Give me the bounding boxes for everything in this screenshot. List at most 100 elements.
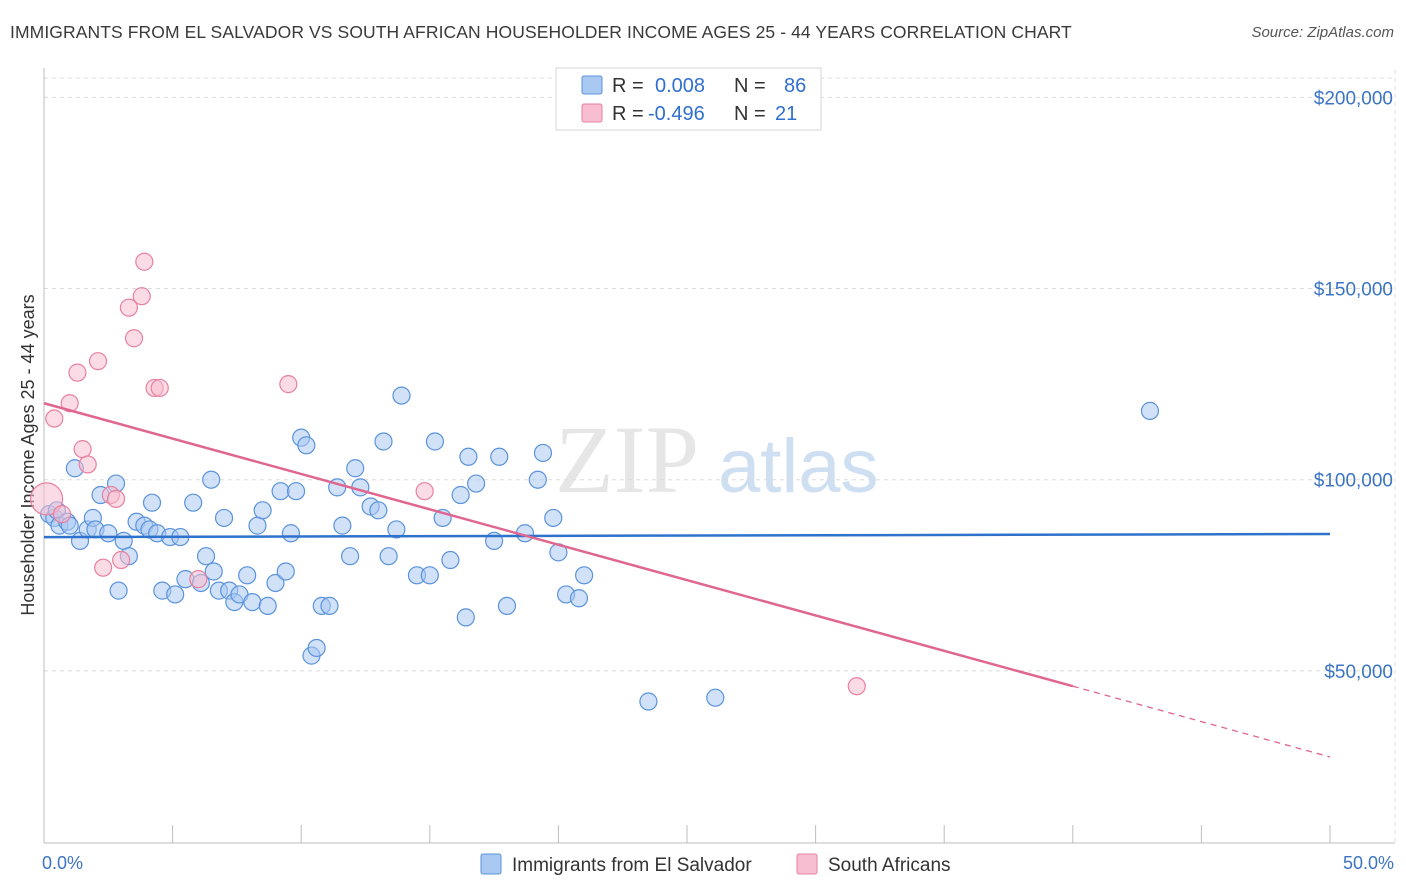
- bottom-legend-swatch-blue: [480, 853, 502, 875]
- point-el-salvador-69: [451, 485, 470, 505]
- point-el-salvador-45: [281, 524, 301, 543]
- point-el-salvador-75: [497, 596, 517, 616]
- bottom-legend-label-pink: South Africans: [828, 855, 951, 876]
- point-el-salvador-68: [441, 550, 460, 570]
- trend-line-el-salvador: [43, 532, 1331, 539]
- y-axis-label: Householder Income Ages 25 - 44 years: [18, 294, 38, 615]
- correlation-legend: R = 0.008 N = 86 R = -0.496 N = 21: [555, 67, 822, 131]
- trend-line-south-africans-extension: [1072, 685, 1331, 758]
- y-tick-label-1: $100,000: [1314, 471, 1393, 492]
- point-el-salvador-83: [575, 566, 594, 585]
- point-el-salvador-27: [184, 493, 203, 512]
- point-el-salvador-12: [99, 524, 118, 543]
- tick-labels: $50,000 $100,000 $150,000 $200,000 0.0% 50.0%: [42, 88, 1394, 873]
- point-el-salvador-82: [569, 589, 589, 608]
- point-el-salvador-41: [258, 596, 277, 616]
- legend-r-value-2: -0.496: [648, 103, 705, 125]
- point-el-salvador-39: [248, 516, 267, 535]
- point-el-salvador-63: [392, 386, 411, 405]
- point-south-africans-18: [189, 570, 208, 589]
- series-el-salvador-points: [40, 386, 1160, 711]
- point-el-salvador-79: [544, 508, 563, 528]
- point-el-salvador-20: [142, 493, 162, 512]
- point-el-salvador-52: [320, 596, 339, 616]
- point-el-salvador-71: [466, 474, 486, 493]
- point-el-salvador-77: [528, 470, 547, 489]
- legend-n-value-1: 86: [784, 75, 806, 97]
- point-el-salvador-60: [374, 432, 393, 451]
- point-south-africans-1: [45, 409, 64, 428]
- point-south-africans-13: [124, 329, 144, 348]
- point-el-salvador-85: [706, 688, 725, 707]
- watermark-zip: ZIP: [555, 406, 699, 513]
- point-el-salvador-70: [459, 447, 478, 466]
- point-south-africans-7: [88, 352, 108, 371]
- point-south-africans-10: [106, 489, 126, 508]
- point-south-africans-21: [847, 677, 866, 696]
- bottom-legend-label-blue: Immigrants from El Salvador: [512, 855, 752, 876]
- legend-n-value-2: 21: [775, 103, 797, 125]
- bottom-legend-swatch-pink: [796, 853, 818, 875]
- point-el-salvador-54: [333, 516, 352, 535]
- point-el-salvador-59: [369, 501, 388, 520]
- point-el-salvador-48: [297, 436, 316, 455]
- point-south-africans-14: [132, 287, 151, 306]
- point-el-salvador-14: [109, 581, 128, 600]
- point-el-salvador-43: [271, 482, 290, 501]
- point-el-salvador-55: [340, 547, 360, 566]
- series-legend: Immigrants from El Salvador South Africa…: [480, 853, 951, 876]
- point-el-salvador-24: [166, 585, 185, 604]
- point-el-salvador-38: [243, 592, 262, 612]
- x-tick-label-min: 0.0%: [42, 853, 83, 873]
- point-south-africans-6: [78, 455, 97, 474]
- legend-n-label-2: N =: [734, 103, 766, 125]
- point-el-salvador-86: [1140, 401, 1160, 420]
- point-south-africans-20: [415, 482, 434, 501]
- point-el-salvador-50: [307, 638, 326, 658]
- source-note: Source: ZipAtlas.com: [1251, 24, 1394, 41]
- point-el-salvador-74: [490, 447, 509, 466]
- legend-r-value-1: 0.008: [655, 75, 705, 97]
- point-south-africans-19: [279, 375, 298, 394]
- point-el-salvador-37: [238, 566, 257, 585]
- point-el-salvador-42: [266, 573, 285, 593]
- point-el-salvador-29: [196, 547, 216, 566]
- point-el-salvador-33: [214, 508, 234, 528]
- legend-r-label-2: R =: [612, 103, 644, 125]
- point-el-salvador-15: [114, 531, 133, 551]
- point-el-salvador-72: [456, 608, 475, 627]
- point-south-africans-4: [68, 363, 87, 382]
- legend-swatch-blue: [581, 75, 603, 95]
- trend-line-south-africans: [43, 402, 1074, 688]
- point-el-salvador-66: [425, 432, 445, 451]
- point-south-africans-12: [119, 298, 138, 317]
- point-south-africans-0: [29, 482, 64, 516]
- watermark-atlas: atlas: [718, 424, 879, 509]
- point-el-salvador-56: [346, 459, 365, 478]
- point-el-salvador-65: [420, 566, 439, 585]
- point-south-africans-15: [135, 252, 154, 271]
- point-south-africans-2: [52, 505, 72, 524]
- point-el-salvador-61: [379, 547, 398, 566]
- point-el-salvador-44: [276, 562, 295, 581]
- y-tick-label-3: $200,000: [1314, 88, 1393, 109]
- point-el-salvador-78: [533, 443, 553, 463]
- point-south-africans-3: [60, 394, 79, 413]
- point-south-africans-8: [94, 558, 113, 577]
- point-south-africans-11: [112, 550, 131, 570]
- point-el-salvador-30: [202, 470, 221, 489]
- point-el-salvador-40: [253, 501, 272, 520]
- chart-title: IMMIGRANTS FROM EL SALVADOR VS SOUTH AFR…: [10, 22, 1072, 42]
- series-south-africans-points: [29, 252, 866, 696]
- axes: [43, 68, 1395, 844]
- point-south-africans-5: [73, 440, 92, 459]
- point-el-salvador-46: [286, 482, 306, 501]
- y-tick-label-2: $150,000: [1314, 280, 1393, 301]
- x-tick-label-max: 50.0%: [1343, 853, 1394, 873]
- legend-n-label-1: N =: [734, 75, 766, 97]
- legend-r-label-1: R =: [612, 75, 644, 97]
- point-south-africans-17: [150, 378, 169, 398]
- point-el-salvador-62: [387, 520, 406, 539]
- point-el-salvador-31: [204, 562, 223, 581]
